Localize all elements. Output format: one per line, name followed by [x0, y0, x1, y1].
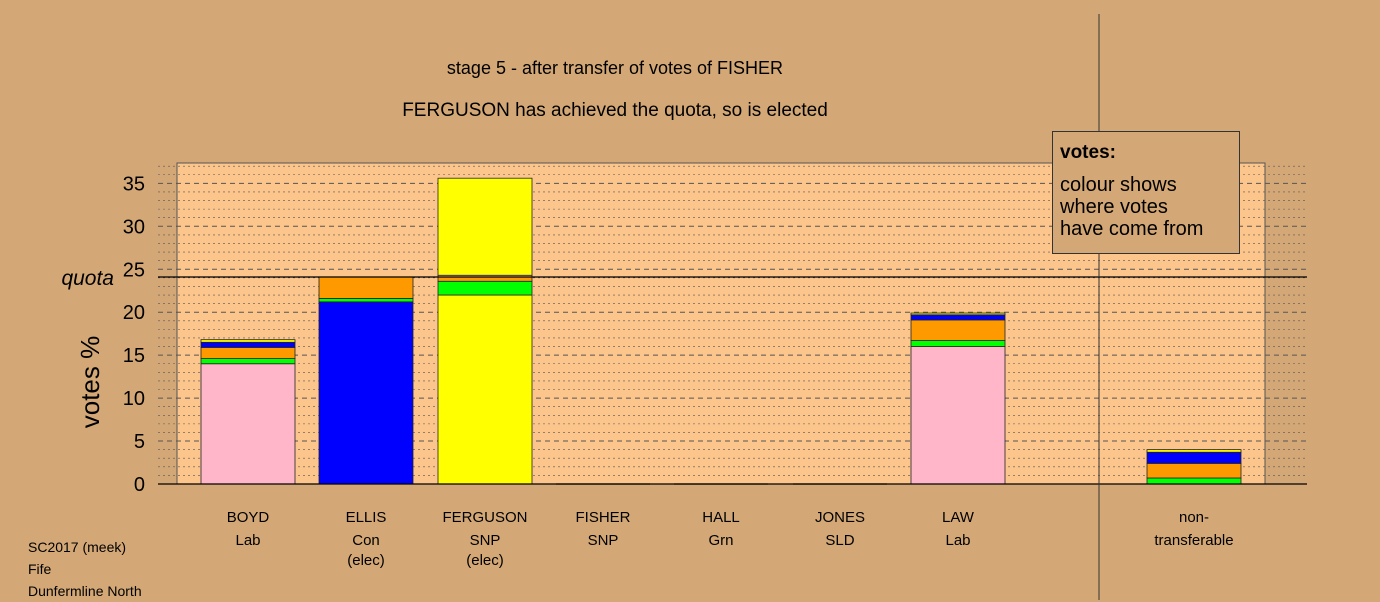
candidate-party: Grn	[708, 532, 733, 549]
bar-ellis-segment-1	[318, 298, 414, 303]
candidate-name: FERGUSON	[442, 509, 527, 526]
y-tick-label: 15	[123, 345, 145, 367]
legend-line-2: where votes	[1060, 196, 1168, 218]
candidate-name: LAW	[942, 509, 975, 526]
footer-ward: Dunfermline North	[28, 583, 142, 599]
bar-ellis-segment-0	[318, 301, 414, 485]
candidate-party: SNP	[588, 532, 619, 549]
bar-law-segment-4	[910, 312, 1006, 316]
candidate-party: Con	[352, 532, 380, 549]
bar-boyd-segment-3	[200, 341, 296, 348]
bar-law-segment-1	[910, 340, 1006, 347]
y-ticks: 0 5 10 15 20 25 30 35	[123, 173, 145, 496]
bar-law-segment-3	[910, 314, 1006, 321]
candidate-name: BOYD	[227, 509, 270, 526]
y-tick-label: 10	[123, 388, 145, 410]
candidate-party: Lab	[945, 532, 970, 549]
bar-ferguson-segment-0	[437, 294, 533, 485]
candidate-party: Lab	[235, 532, 260, 549]
candidate-name: HALL	[702, 509, 740, 526]
bar-law-segment-2	[910, 319, 1006, 341]
x-labels: BOYD Lab ELLIS Con (elec) FERGUSON SNP (elec) FI…	[227, 509, 1234, 569]
y-tick-label: 20	[123, 302, 145, 324]
candidate-status: (elec)	[466, 552, 504, 569]
chart-subtitle: FERGUSON has achieved the quota, so is e…	[402, 100, 828, 121]
bar-boyd-segment-2	[200, 347, 296, 359]
bars	[200, 177, 1242, 485]
quota-label: quota	[61, 267, 114, 290]
bar-boyd-segment-1	[200, 358, 296, 365]
candidate-party: SLD	[825, 532, 854, 549]
legend-title: votes:	[1060, 142, 1116, 163]
bar-nontransferable-segment-1	[1146, 462, 1242, 479]
bar-nontransferable-segment-0	[1146, 477, 1242, 485]
y-axis-label: votes %	[75, 336, 105, 429]
bar-ellis-segment-2	[318, 276, 414, 299]
footer-council: Fife	[28, 561, 52, 577]
footer: SC2017 (meek) Fife Dunfermline North	[28, 536, 142, 602]
legend-line-3: have come from	[1060, 218, 1204, 240]
y-tick-label: 30	[123, 216, 145, 238]
footer-election: SC2017 (meek)	[28, 539, 127, 555]
nontransferable-label-2: transferable	[1154, 532, 1233, 549]
bar-law-segment-0	[910, 346, 1006, 485]
candidate-name: ELLIS	[346, 509, 387, 526]
bar-ferguson-segment-2	[437, 276, 533, 282]
bar-ferguson-segment-1	[437, 280, 533, 296]
nontransferable-label-1: non-	[1179, 509, 1209, 526]
bar-boyd-segment-0	[200, 363, 296, 485]
candidate-name: FISHER	[575, 509, 630, 526]
legend-line-1: colour shows	[1060, 174, 1177, 196]
bar-ferguson-segment-4	[437, 177, 533, 276]
axes	[158, 14, 1307, 600]
bar-nontransferable-segment-3	[1146, 449, 1242, 453]
legend: votes: colour shows where votes have com…	[1052, 131, 1240, 254]
candidate-party: SNP	[470, 532, 501, 549]
chart-title: stage 5 - after transfer of votes of FIS…	[447, 58, 783, 78]
y-tick-label: 5	[134, 431, 145, 453]
bar-boyd-segment-4	[200, 339, 296, 343]
candidate-status: (elec)	[347, 552, 385, 569]
y-tick-label: 35	[123, 173, 145, 195]
candidate-name: JONES	[815, 509, 865, 526]
y-tick-label: 0	[134, 474, 145, 496]
bar-nontransferable-segment-2	[1146, 451, 1242, 464]
y-tick-label: 25	[123, 259, 145, 281]
